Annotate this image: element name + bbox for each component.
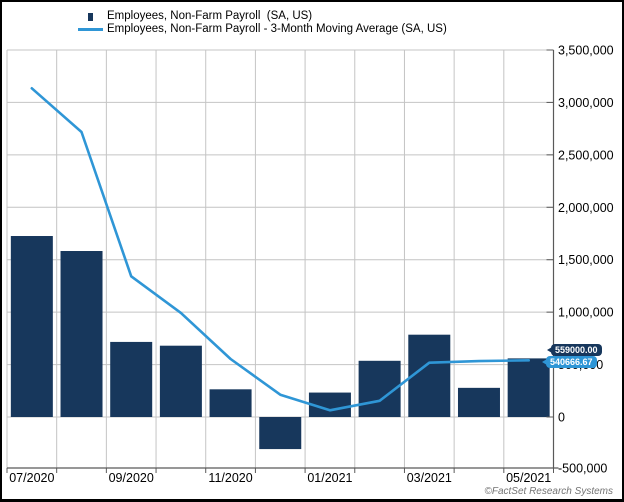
payroll-bar-05/2021 <box>507 358 550 417</box>
y-axis-label: 1,500,000 <box>558 253 614 267</box>
x-axis-label: 09/2020 <box>109 471 154 485</box>
payroll-bar-10/2020 <box>159 345 202 417</box>
payroll-bar-07/2020 <box>10 236 53 417</box>
payroll-bar-03/2021 <box>408 334 451 417</box>
payroll-bar-11/2020 <box>209 389 252 417</box>
last-value-tag-bar-text: 559000.00 <box>555 345 598 355</box>
legend-item-moving-average: Employees, Non-Farm Payroll - 3-Month Mo… <box>78 23 447 36</box>
last-value-tag-moving-average: 540666.67 <box>542 356 597 368</box>
legend-label-moving-average: Employees, Non-Farm Payroll - 3-Month Mo… <box>107 23 447 35</box>
payroll-bar-08/2020 <box>60 251 103 417</box>
chart-legend: Employees, Non-Farm Payroll (SA, US) Emp… <box>78 10 447 36</box>
payroll-bar-09/2020 <box>110 341 153 417</box>
moving-average-line <box>30 87 531 412</box>
x-axis-label: 01/2021 <box>307 471 352 485</box>
legend-marker-wrap <box>78 28 103 31</box>
legend-item-payroll: Employees, Non-Farm Payroll (SA, US) <box>78 10 447 23</box>
y-axis-label: 0 <box>558 411 565 425</box>
legend-label-payroll: Employees, Non-Farm Payroll (SA, US) <box>107 10 313 22</box>
legend-marker-wrap <box>78 12 103 21</box>
payroll-bar-04/2021 <box>457 387 500 417</box>
y-axis-label: 3,500,000 <box>558 43 614 57</box>
x-axis-label: 11/2020 <box>208 471 252 485</box>
x-axis-label: 07/2020 <box>9 471 54 485</box>
y-axis-label: 1,000,000 <box>558 306 614 320</box>
tag-arrow-left-icon <box>547 347 552 353</box>
y-axis-label: 3,000,000 <box>558 96 614 110</box>
last-value-tag-ma-text: 540666.67 <box>550 357 593 367</box>
factset-copyright: ©FactSet Research Systems <box>484 486 613 497</box>
last-value-tag-bar: 559000.00 <box>547 344 602 356</box>
line-series-marker-icon <box>78 28 103 31</box>
x-axis-label: 05/2021 <box>506 471 551 485</box>
y-axis-label: -500,000 <box>558 462 607 476</box>
payroll-bar-12/2020 <box>259 417 302 450</box>
bar-series-marker-icon <box>88 12 93 21</box>
y-axis-label: 2,500,000 <box>558 148 614 162</box>
tag-arrow-left-icon <box>542 359 547 365</box>
x-axis-label: 03/2021 <box>407 471 452 485</box>
y-axis-label: 2,000,000 <box>558 201 614 215</box>
